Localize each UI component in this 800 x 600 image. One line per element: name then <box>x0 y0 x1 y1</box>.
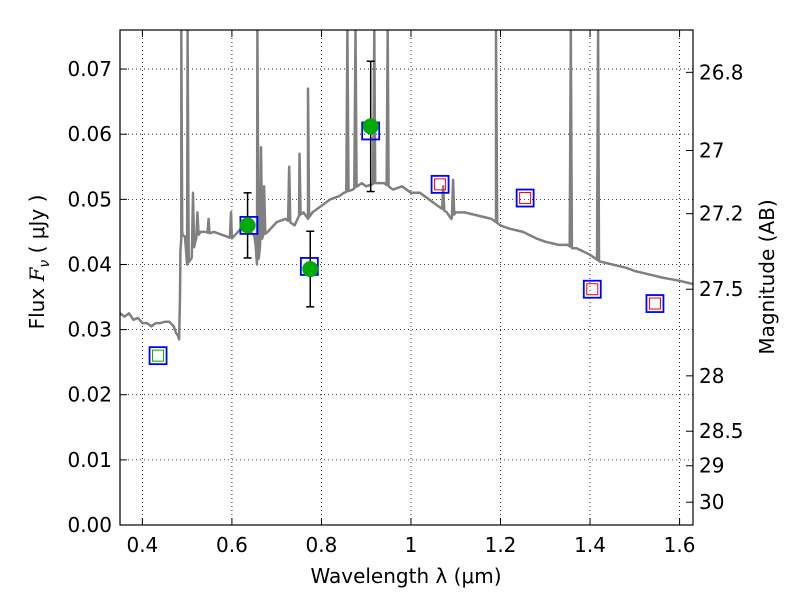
y-axis-label-symbol: F <box>25 266 49 282</box>
observed-point <box>239 217 256 234</box>
model-photometry-square <box>582 279 602 299</box>
model-photometry-square <box>645 294 665 313</box>
y-axis-label: Flux Fν ( μJy ) <box>25 195 53 330</box>
y-tick-label: 0.03 <box>67 318 112 342</box>
y-tick-label: 0.06 <box>67 122 112 146</box>
observed-point <box>302 261 319 278</box>
y-tick-label: 0.00 <box>67 513 112 537</box>
y-axis-label-subscript: ν <box>37 260 53 268</box>
model-photometry-square <box>430 174 450 194</box>
x-tick-label: 1.2 <box>485 533 517 557</box>
model-photometry-square <box>515 188 535 208</box>
x-tick-label: 1 <box>405 533 418 557</box>
y2-tick-label: 28 <box>699 364 724 388</box>
inner-photometry-square <box>434 178 447 191</box>
sed-model-curve <box>120 30 693 341</box>
x-tick-label: 0.4 <box>126 533 158 557</box>
x-tick-label: 0.8 <box>306 533 338 557</box>
y2-tick-label: 30 <box>699 490 724 514</box>
inner-photometry-square <box>152 349 165 362</box>
inner-photometry-square <box>586 283 599 296</box>
sed-model-line <box>120 30 693 341</box>
plot-frame <box>119 29 694 526</box>
y-tick-label: 0.07 <box>67 57 112 81</box>
y2-tick-label: 29 <box>699 454 724 478</box>
axis-ticks: 0.4 0.6 0.8 1 1.2 1.4 1.6 0.00 0.01 0.02 0.03 0.04 0… <box>67 30 744 557</box>
model-photometry-square <box>148 346 168 366</box>
y-axis-label-suffix: ( μJy ) <box>25 195 49 260</box>
y-axis-label-prefix: Flux <box>25 281 49 329</box>
y2-tick-label: 28.5 <box>699 419 744 443</box>
y-tick-label: 0.05 <box>67 187 112 211</box>
photometry-markers <box>148 60 665 366</box>
x-tick-label: 0.6 <box>216 533 248 557</box>
y2-tick-label: 26.8 <box>699 60 744 84</box>
x-tick-label: 1.4 <box>574 533 606 557</box>
x-axis-label: Wavelength λ (μm) <box>310 564 501 588</box>
y2-tick-label: 27 <box>699 138 724 162</box>
observed-point <box>362 118 379 135</box>
grid <box>120 30 693 525</box>
y-tick-label: 0.04 <box>67 252 112 276</box>
y2-tick-label: 27.5 <box>699 277 744 301</box>
y2-tick-label: 27.2 <box>699 202 744 226</box>
inner-photometry-square <box>519 192 532 205</box>
right-axis-label: Magnitude (AB) <box>755 199 779 354</box>
y-tick-label: 0.01 <box>67 448 112 472</box>
inner-photometry-square <box>648 297 661 310</box>
y-tick-label: 0.02 <box>67 383 112 407</box>
x-tick-label: 1.6 <box>664 533 696 557</box>
